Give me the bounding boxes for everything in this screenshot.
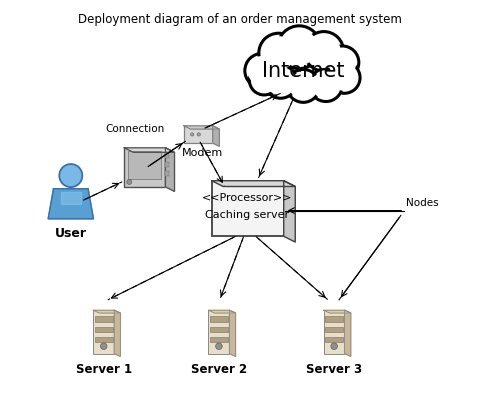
FancyBboxPatch shape — [208, 310, 229, 354]
Circle shape — [264, 65, 297, 98]
FancyBboxPatch shape — [325, 337, 343, 342]
FancyBboxPatch shape — [165, 162, 169, 167]
FancyBboxPatch shape — [124, 148, 165, 187]
Polygon shape — [93, 310, 120, 313]
Text: Nodes: Nodes — [406, 198, 439, 208]
Circle shape — [289, 72, 317, 100]
Circle shape — [267, 68, 295, 96]
Circle shape — [304, 32, 343, 71]
Text: Connection: Connection — [106, 124, 165, 134]
Circle shape — [307, 35, 341, 68]
FancyBboxPatch shape — [165, 153, 169, 158]
FancyBboxPatch shape — [95, 327, 113, 332]
Circle shape — [329, 62, 360, 93]
Polygon shape — [165, 148, 174, 191]
Circle shape — [262, 36, 296, 70]
FancyBboxPatch shape — [128, 151, 161, 178]
FancyBboxPatch shape — [325, 327, 343, 332]
Circle shape — [259, 33, 298, 73]
Polygon shape — [48, 189, 93, 219]
Circle shape — [329, 48, 356, 76]
Circle shape — [312, 71, 340, 99]
Circle shape — [59, 164, 82, 187]
Text: <<Processor>>: <<Processor>> — [202, 193, 292, 203]
Polygon shape — [114, 310, 120, 357]
FancyBboxPatch shape — [184, 126, 213, 143]
Circle shape — [191, 133, 194, 136]
FancyBboxPatch shape — [95, 337, 113, 342]
FancyBboxPatch shape — [93, 310, 114, 354]
Polygon shape — [213, 126, 219, 146]
FancyBboxPatch shape — [95, 317, 113, 322]
Text: Deployment diagram of an order management system: Deployment diagram of an order managemen… — [78, 13, 401, 26]
Circle shape — [331, 343, 337, 349]
FancyBboxPatch shape — [212, 181, 284, 236]
Polygon shape — [184, 126, 219, 129]
Circle shape — [197, 133, 200, 136]
Circle shape — [309, 69, 342, 101]
Circle shape — [245, 53, 279, 88]
Text: Modem: Modem — [182, 148, 223, 158]
Polygon shape — [208, 310, 236, 313]
Circle shape — [326, 46, 359, 79]
Circle shape — [216, 343, 222, 349]
Circle shape — [331, 64, 358, 91]
Circle shape — [278, 26, 320, 69]
Text: Server 2: Server 2 — [191, 363, 247, 376]
Polygon shape — [284, 181, 295, 242]
Text: User: User — [55, 227, 87, 240]
Circle shape — [101, 343, 107, 349]
FancyBboxPatch shape — [324, 310, 344, 354]
FancyBboxPatch shape — [325, 317, 343, 322]
FancyBboxPatch shape — [210, 337, 228, 342]
FancyBboxPatch shape — [165, 171, 169, 176]
Text: Server 3: Server 3 — [306, 363, 362, 376]
Circle shape — [250, 65, 279, 95]
Polygon shape — [212, 181, 295, 186]
Circle shape — [281, 29, 318, 65]
Polygon shape — [60, 192, 81, 204]
Text: Server 1: Server 1 — [76, 363, 132, 376]
Ellipse shape — [258, 52, 349, 89]
Text: Internet: Internet — [262, 60, 344, 80]
FancyBboxPatch shape — [210, 317, 228, 322]
Polygon shape — [344, 310, 351, 357]
Circle shape — [287, 70, 319, 102]
FancyBboxPatch shape — [210, 327, 228, 332]
Circle shape — [127, 179, 132, 184]
Polygon shape — [124, 148, 174, 152]
Polygon shape — [324, 310, 351, 313]
Polygon shape — [229, 310, 236, 357]
Circle shape — [248, 56, 277, 85]
Circle shape — [251, 68, 277, 93]
Text: Caching server: Caching server — [205, 210, 289, 220]
